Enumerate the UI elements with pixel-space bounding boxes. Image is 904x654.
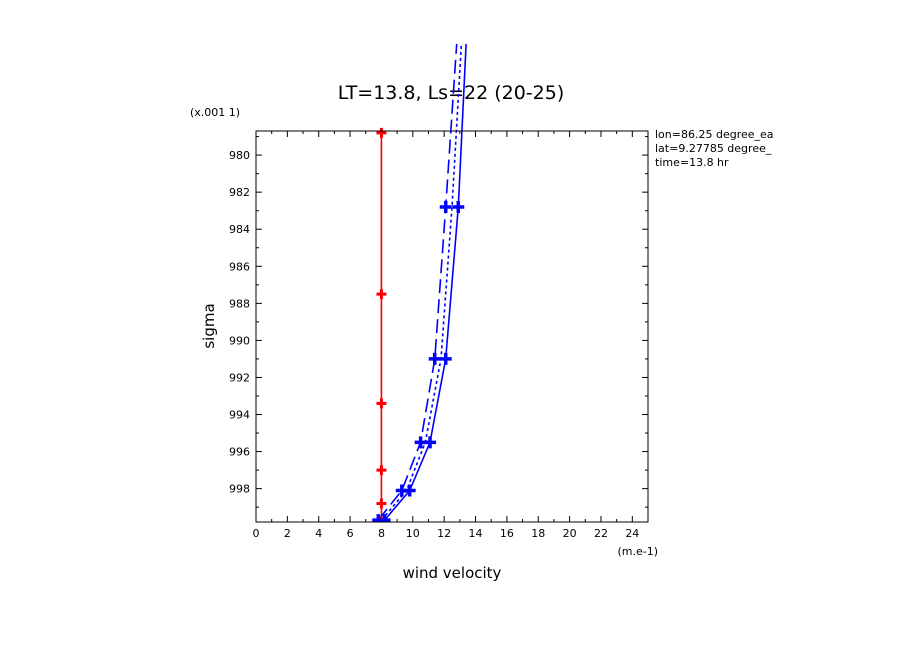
data-marker-0 bbox=[376, 289, 387, 300]
y-tick-label: 980 bbox=[229, 149, 250, 162]
y-tick-label: 986 bbox=[229, 260, 250, 273]
y-tick-label: 996 bbox=[229, 446, 250, 459]
y-tick-label: 988 bbox=[229, 297, 250, 310]
data-marker-0 bbox=[376, 398, 387, 409]
annotation-time: time=13.8 hr bbox=[655, 156, 729, 169]
x-axis-label: wind velocity bbox=[403, 564, 502, 582]
x-tick-label: 14 bbox=[469, 527, 483, 540]
x-tick-label: 12 bbox=[437, 527, 451, 540]
annotation-lon: lon=86.25 degree_ea bbox=[655, 128, 774, 141]
data-marker-0 bbox=[376, 465, 387, 476]
axes: 0 2 4 6 8 10 12 14 16 18 20 22 249809829849869889909… bbox=[229, 131, 649, 540]
y-tick-label: 982 bbox=[229, 186, 250, 199]
x-tick-label: 0 bbox=[253, 527, 260, 540]
series-line-3 bbox=[383, 43, 467, 521]
y-tick-label: 994 bbox=[229, 409, 250, 422]
series-line-1 bbox=[377, 43, 458, 521]
y-tick-label: 984 bbox=[229, 223, 250, 236]
x-tick-label: 10 bbox=[406, 527, 420, 540]
x-tick-label: 8 bbox=[378, 527, 385, 540]
data-marker-3 bbox=[378, 514, 391, 522]
data-marker-0 bbox=[376, 498, 387, 509]
x-tick-label: 24 bbox=[625, 527, 639, 540]
x-tick-label: 20 bbox=[563, 527, 577, 540]
plot-frame bbox=[255, 130, 649, 523]
x-tick-label: 22 bbox=[594, 527, 608, 540]
data-marker-3 bbox=[403, 484, 416, 497]
chart-title: LT=13.8, Ls=22 (20-25) bbox=[338, 82, 565, 104]
y-tick-label: 998 bbox=[229, 483, 250, 496]
data-marker-1 bbox=[439, 200, 452, 213]
data-marker-1 bbox=[428, 352, 441, 365]
series-line-2 bbox=[380, 43, 463, 521]
y-tick-label: 992 bbox=[229, 371, 250, 384]
x-units-label: (m.e-1) bbox=[617, 545, 658, 558]
x-tick-label: 18 bbox=[531, 527, 545, 540]
data-marker-3 bbox=[439, 352, 452, 365]
x-tick-label: 2 bbox=[284, 527, 291, 540]
y-axis-label: sigma bbox=[200, 303, 218, 348]
data-marker-3 bbox=[452, 200, 465, 213]
x-tick-label: 4 bbox=[315, 527, 322, 540]
y-tick-label: 990 bbox=[229, 334, 250, 347]
y-units-label: (x.001 1) bbox=[190, 106, 240, 119]
annotation-lat: lat=9.27785 degree_ bbox=[655, 142, 772, 155]
x-tick-label: 16 bbox=[500, 527, 514, 540]
data-marker-3 bbox=[424, 436, 437, 449]
x-tick-label: 6 bbox=[347, 527, 354, 540]
markers-group bbox=[372, 127, 465, 522]
data-marker-0 bbox=[376, 127, 387, 138]
series-group bbox=[377, 43, 467, 522]
